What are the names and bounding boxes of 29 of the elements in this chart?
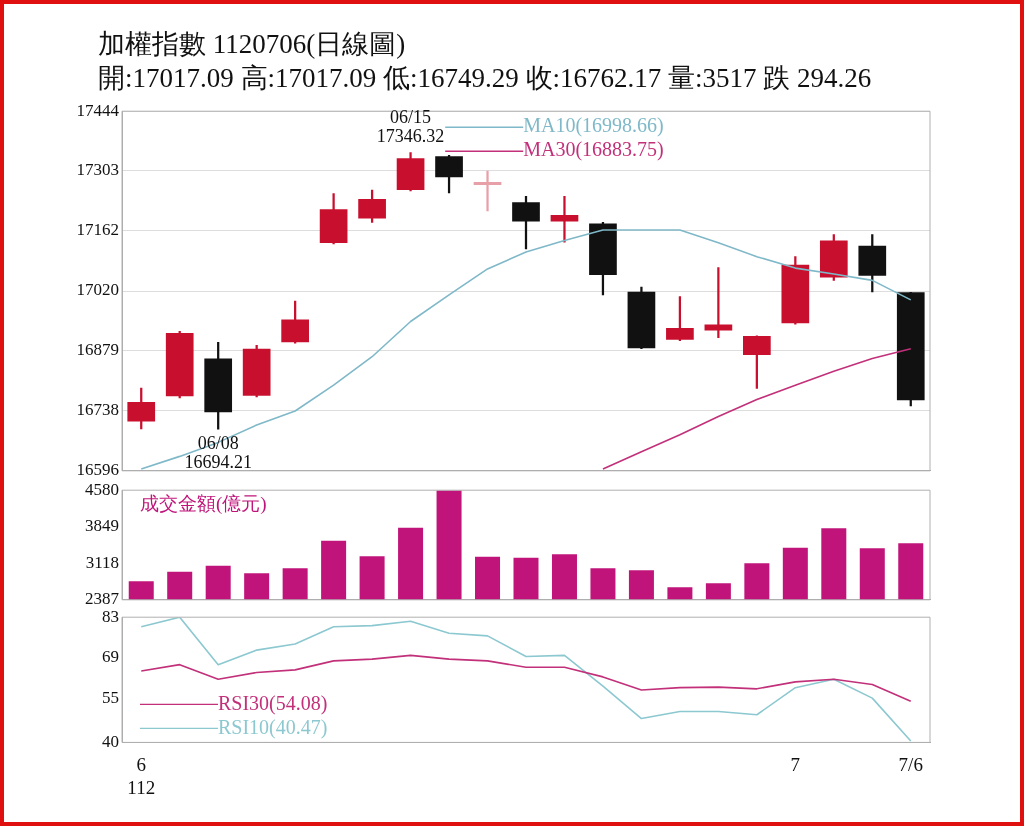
annotation: 06/15 17346.32 [376, 107, 445, 147]
chart-title: 成交金額(億元) [140, 492, 267, 515]
chart-subtitle: 開:17017.09 高:17017.09 低:16749.29 收:16762.17 量:3517 跌 294.26 [98, 62, 872, 95]
y-tick-label: 17162 [76, 220, 119, 240]
candlestick [473, 170, 502, 212]
y-tick-label: 55 [102, 688, 119, 708]
y-tick-label: 16596 [76, 460, 119, 480]
annotation: 06/08 16694.21 [184, 432, 252, 472]
y-tick-label: 3118 [85, 552, 119, 572]
chart-title: 加權指數 1120706(日線圖) [98, 28, 406, 61]
x-tick-label: 7 [790, 753, 801, 775]
x-tick-label: 6 112 [127, 753, 156, 798]
y-tick-label: 16738 [76, 400, 119, 420]
y-tick-label: 83 [102, 606, 119, 626]
y-tick-label: 40 [102, 731, 119, 751]
legend-label: RSI10(40.47) [218, 715, 328, 739]
legend-label: MA30(16883.75) [523, 138, 664, 162]
x-tick-label: 7/6 [898, 753, 923, 775]
y-tick-label: 17444 [76, 100, 120, 120]
y-tick-label: 69 [102, 647, 119, 667]
y-tick-label: 17020 [76, 280, 119, 300]
legend-label: RSI30(54.08) [218, 691, 328, 715]
y-tick-label: 17303 [76, 160, 119, 180]
y-tick-label: 2387 [85, 589, 120, 609]
candlestick [550, 196, 579, 243]
y-tick-label: 16879 [76, 340, 119, 360]
y-tick-label: 4580 [85, 479, 119, 499]
y-tick-label: 3849 [85, 516, 119, 536]
legend-label: MA10(16998.66) [523, 114, 664, 138]
